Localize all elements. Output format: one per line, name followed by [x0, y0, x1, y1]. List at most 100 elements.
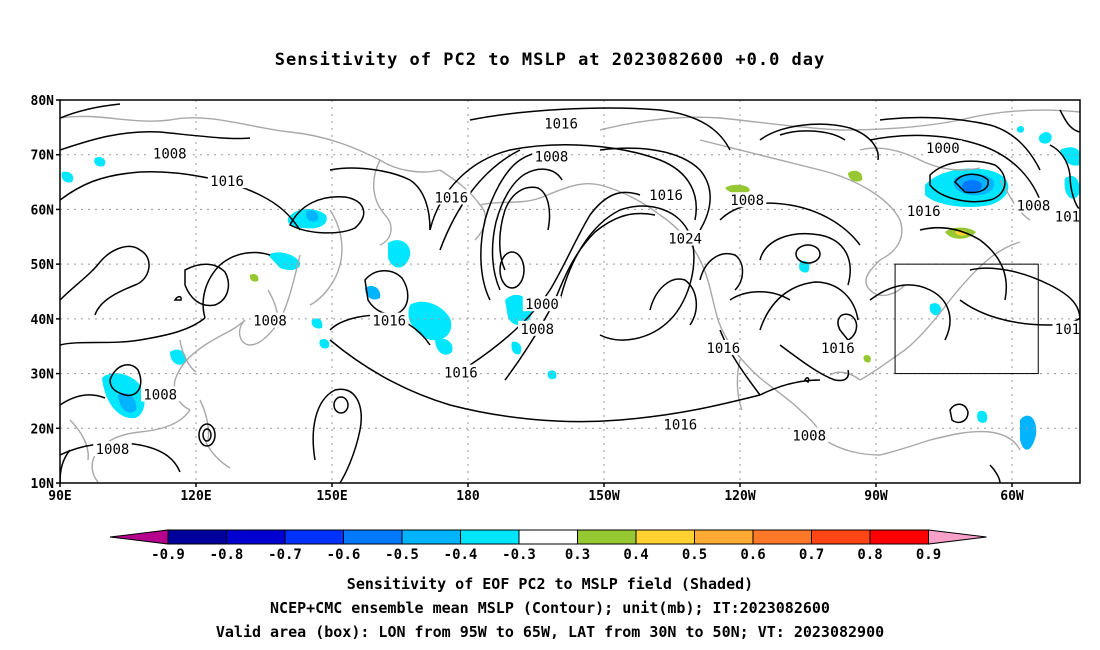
colorbar-label: 0.7	[799, 547, 824, 563]
contour-label-bg	[661, 416, 700, 432]
contour-label-bg	[646, 186, 686, 202]
colorbar-swatch	[343, 529, 403, 545]
lat-label: 20N	[31, 422, 55, 437]
colorbar-high-arrow	[928, 529, 987, 545]
colorbar-swatch	[226, 529, 286, 545]
contour-label: 1008	[153, 147, 187, 163]
caption-line-3: Valid area (box): LON from 95W to 65W, L…	[215, 623, 885, 641]
colorbar-swatch	[167, 529, 227, 545]
colorbar-label: 0.4	[623, 547, 648, 563]
axis-ticks	[56, 99, 1013, 487]
contour-label: 1008	[1017, 199, 1051, 215]
lat-label: 80N	[31, 94, 55, 109]
colorbar-label: 0.3	[565, 547, 590, 563]
latitude-labels: 80N 70N 60N 50N 40N 30N 20N 10N	[31, 94, 55, 492]
colorbar-label: 0.5	[682, 547, 707, 563]
contour-label: 1016	[372, 314, 406, 330]
contour-label: 1016	[907, 204, 941, 220]
colorbar-label: -0.8	[210, 547, 244, 563]
lon-label: 90W	[864, 489, 888, 504]
contour-label: 1008	[730, 193, 764, 209]
colorbar-swatch	[752, 529, 812, 545]
colorbar	[109, 529, 987, 545]
contour-label: 1016	[210, 174, 244, 190]
colorbar-swatch	[694, 529, 754, 545]
lon-label: 120E	[180, 489, 211, 504]
contour-label: 1016	[706, 341, 740, 357]
contour-label: 1000	[525, 297, 559, 313]
lon-label: 120W	[724, 489, 755, 504]
contour-label-bg	[541, 115, 581, 131]
lon-label: 90E	[48, 489, 71, 504]
contour-label-bg	[1052, 208, 1080, 224]
colorbar-label: -0.9	[151, 547, 185, 563]
contour-label-bg	[923, 140, 963, 156]
valid-area-box	[894, 263, 1039, 375]
contour-label-bg	[904, 203, 943, 219]
contour-label-bg	[1052, 320, 1080, 336]
contour-label-bg	[665, 230, 705, 246]
colorbar-swatch	[460, 529, 520, 545]
contour-labels: 1016 1008 1008 1000 1016 1016 1016 1008 1016 1008…	[93, 115, 1089, 458]
contour-label: 1008	[253, 314, 287, 330]
lon-label: 180	[456, 489, 480, 504]
contour-label: 1008	[792, 428, 826, 444]
contour-label: 1016	[649, 188, 683, 204]
lat-label: 30N	[31, 368, 55, 383]
contour-label-bg	[1014, 197, 1053, 213]
chart-title: Sensitivity of PC2 to MSLP at 2023082600…	[274, 50, 826, 70]
map-frame	[59, 99, 1081, 484]
contour-label-bg	[441, 364, 481, 380]
colorbar-label: -0.3	[502, 547, 536, 563]
colorbar-swatch	[635, 529, 695, 545]
colorbar-label: -0.5	[385, 547, 419, 563]
contour-label: 1008	[143, 387, 177, 403]
contour-label-bg	[818, 339, 858, 355]
contour-label-bg	[93, 441, 132, 457]
colorbar-label: -0.6	[327, 547, 361, 563]
contour-label: 1024	[668, 232, 702, 248]
colorbar-label: 0.9	[916, 547, 941, 563]
contour-label-bg	[789, 427, 829, 443]
lat-label: 70N	[31, 149, 55, 164]
contour-label-bg	[207, 173, 247, 189]
contour-label-bg	[727, 192, 767, 208]
graticule	[60, 100, 1080, 483]
colorbar-swatch	[577, 529, 637, 545]
colorbar-swatch	[401, 529, 461, 545]
lon-label: 150W	[588, 489, 619, 504]
contour-label: 1016	[544, 117, 578, 133]
colorbar-swatch	[284, 529, 344, 545]
lat-label: 60N	[31, 203, 55, 218]
contour-label-bg	[150, 145, 189, 161]
colorbar-swatch	[518, 529, 578, 545]
lon-label: 150E	[316, 489, 347, 504]
contour-label: 1016	[1055, 322, 1089, 338]
lon-label: 60W	[1000, 489, 1024, 504]
lat-label: 10N	[31, 477, 55, 492]
colorbar-low-arrow	[109, 529, 169, 545]
longitude-labels: 90E 120E 150E 180 150W 120W 90W 60W	[48, 489, 1024, 504]
colorbar-swatch	[811, 529, 871, 545]
coastlines	[60, 109, 1080, 483]
colorbar-label: 0.8	[857, 547, 882, 563]
contour-label: 1008	[96, 442, 130, 458]
contour-label-bg	[704, 339, 743, 355]
caption-line-2: NCEP+CMC ensemble mean MSLP (Contour); u…	[270, 599, 830, 617]
contour-label: 1008	[520, 322, 554, 338]
contour-label-bg	[250, 312, 290, 328]
colorbar-labels: -0.9 -0.8 -0.7 -0.6 -0.5 -0.4 -0.3 0.3 0.4 0.5 0.6…	[151, 547, 941, 563]
contour-label-bg	[370, 312, 409, 328]
contour-label-bg	[141, 386, 180, 402]
colorbar-label: 0.6	[740, 547, 765, 563]
contour-label-bg	[532, 148, 571, 164]
contour-label: 1016	[821, 341, 855, 357]
colorbar-label: -0.7	[268, 547, 302, 563]
colorbar-label: -0.4	[444, 547, 478, 563]
lat-label: 50N	[31, 258, 55, 273]
contour-label: 1016	[434, 190, 468, 206]
mslp-contours	[60, 103, 1080, 483]
contour-label-bg	[522, 296, 562, 312]
contour-label-bg	[432, 189, 471, 205]
map-background	[60, 100, 1080, 483]
